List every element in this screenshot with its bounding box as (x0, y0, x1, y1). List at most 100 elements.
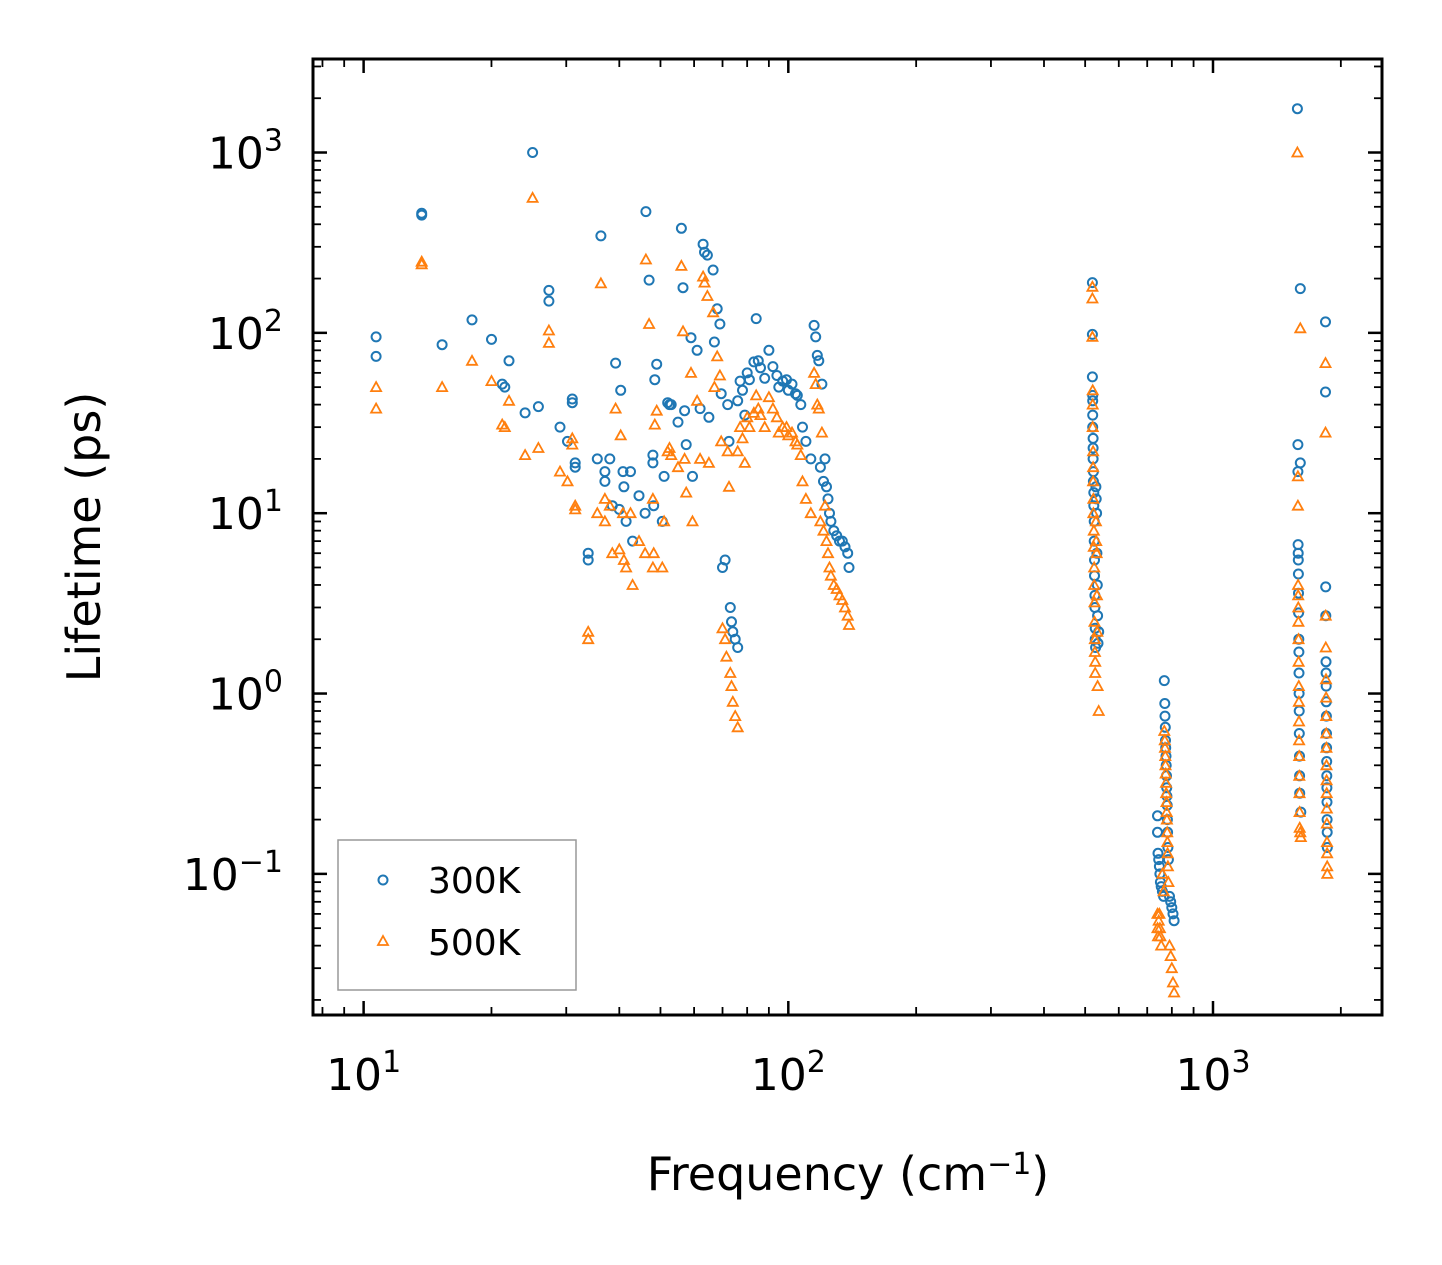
point-300K (685, 332, 697, 344)
point-500K (1089, 514, 1103, 527)
point-500K (603, 498, 617, 511)
point-500K (502, 393, 516, 406)
point-300K (726, 616, 737, 628)
point-500K (723, 666, 737, 678)
point-500K (657, 514, 671, 527)
point-500K (435, 380, 449, 392)
point-500K (1292, 694, 1306, 707)
point-500K (1087, 523, 1101, 536)
point-500K (790, 437, 804, 450)
point-300K (763, 344, 775, 356)
point-300K (1087, 432, 1099, 444)
point-500K (772, 425, 786, 438)
point-500K (753, 408, 768, 420)
point-500K (1087, 560, 1101, 573)
point-500K (1320, 846, 1334, 859)
point-500K (1294, 830, 1308, 842)
data-points (369, 103, 1334, 998)
point-300K (1166, 902, 1178, 914)
point-300K (1320, 656, 1332, 668)
point-500K (693, 452, 707, 464)
y-tick-label: 101 (208, 484, 283, 540)
point-500K (762, 390, 776, 403)
point-500K (1085, 291, 1099, 304)
point-300K (755, 362, 766, 374)
point-500K (1319, 758, 1334, 771)
point-300K (569, 457, 581, 469)
point-300K (1294, 457, 1306, 469)
point-500K (1088, 654, 1102, 667)
point-500K (812, 401, 826, 414)
point-300K (582, 554, 594, 566)
point-300K (737, 384, 748, 396)
point-300K (610, 357, 622, 369)
point-300K (615, 384, 627, 396)
point-300K (1092, 610, 1104, 622)
point-300K (416, 209, 428, 221)
y-tick-label: 102 (208, 304, 283, 360)
point-300K (643, 274, 655, 286)
point-500K (1292, 749, 1306, 761)
point-500K (726, 694, 740, 707)
legend-label-300k: 300K (428, 861, 522, 902)
point-300K (1152, 810, 1163, 822)
point-300K (719, 554, 731, 566)
point-300K (496, 378, 508, 390)
point-300K (1086, 277, 1098, 289)
point-500K (542, 336, 556, 348)
point-500K (1086, 460, 1100, 473)
point-500K (1086, 444, 1100, 457)
series-300K (370, 103, 1333, 927)
point-500K (1319, 608, 1333, 621)
point-500K (1161, 859, 1175, 872)
point-500K (1320, 801, 1334, 814)
point-300K (1293, 705, 1305, 717)
point-500K (1087, 614, 1102, 627)
x-tick-label: 103 (1175, 1045, 1250, 1101)
point-300K (1291, 103, 1303, 115)
point-500K (766, 401, 780, 414)
point-500K (1086, 492, 1100, 504)
point-500K (731, 720, 745, 733)
point-500K (700, 289, 714, 301)
point-500K (821, 546, 835, 559)
point-300K (633, 490, 645, 502)
point-500K (369, 380, 383, 392)
point-300K (813, 355, 825, 367)
point-300K (1152, 847, 1164, 859)
point-500K (626, 578, 640, 590)
point-500K (1091, 679, 1105, 691)
point-500K (1152, 907, 1166, 919)
point-500K (1292, 679, 1306, 691)
point-300K (1293, 728, 1305, 739)
point-300K (599, 475, 611, 487)
point-300K (1167, 908, 1179, 920)
series-500K (369, 145, 1334, 998)
point-500K (722, 479, 736, 492)
point-500K (830, 582, 844, 594)
point-500K (690, 393, 704, 406)
point-500K (707, 380, 721, 392)
point-500K (1086, 474, 1100, 487)
point-300K (1292, 568, 1304, 580)
point-500K (1293, 820, 1307, 833)
point-500K (1291, 614, 1305, 627)
point-500K (1291, 578, 1305, 590)
y-axis-title: Lifetime (ps) (57, 392, 111, 683)
point-500K (594, 276, 608, 289)
point-500K (614, 428, 628, 441)
point-300K (1292, 547, 1304, 559)
point-500K (842, 618, 856, 630)
point-300K (519, 407, 531, 419)
point-300K (714, 318, 726, 330)
point-500K (568, 498, 582, 511)
point-500K (804, 506, 818, 519)
point-300K (1088, 487, 1100, 499)
point-300K (1294, 283, 1306, 295)
point-300K (1152, 826, 1163, 838)
point-300K (677, 282, 689, 294)
point-500K (1086, 420, 1100, 432)
point-500K (617, 553, 631, 565)
point-300K (811, 349, 823, 361)
point-500K (758, 420, 772, 432)
